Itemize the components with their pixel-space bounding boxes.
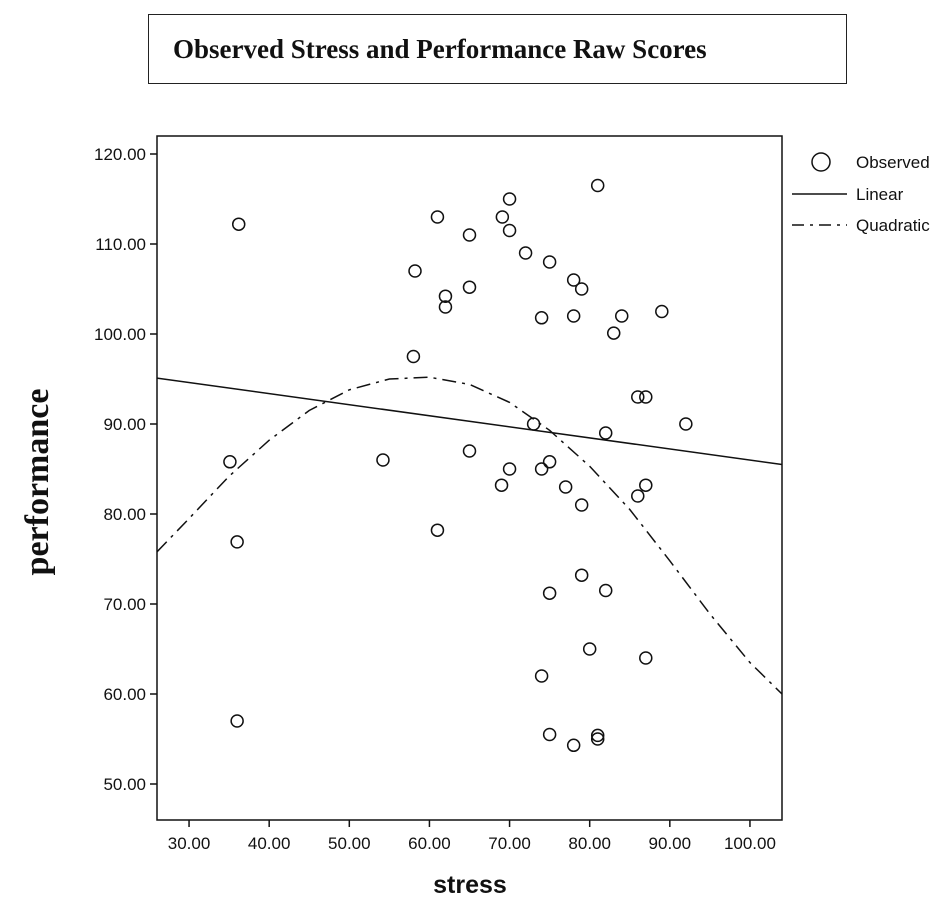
y-axis: 50.00 60.00 70.00 80.00 90.00 100.00 110.00 120… (94, 145, 157, 794)
y-tick-label: 50.00 (103, 775, 146, 794)
observed-point (590, 732, 605, 746)
observed-point (430, 523, 445, 537)
y-tick-label: 70.00 (103, 595, 146, 614)
observed-point (566, 273, 581, 287)
observed-point (631, 390, 645, 404)
plot-area (156, 135, 783, 821)
observed-point (495, 210, 510, 224)
y-tick-label: 100.00 (94, 325, 146, 344)
observed-point (462, 280, 477, 294)
observed-point (590, 728, 605, 743)
observed-point (526, 417, 541, 431)
y-tick-label: 60.00 (103, 685, 146, 704)
observed-point (462, 228, 477, 242)
observed-point (631, 489, 645, 503)
observed-point (534, 311, 549, 325)
y-tick-label: 90.00 (103, 415, 146, 434)
observed-point (574, 568, 589, 582)
observed-point (534, 669, 549, 683)
legend-quadratic-label: Quadratic (856, 216, 930, 235)
observed-point (566, 309, 581, 323)
observed-point (598, 426, 613, 440)
observed-point (230, 714, 244, 728)
observed-point (679, 417, 693, 431)
x-tick-label: 100.00 (724, 834, 776, 853)
y-tick-label: 120.00 (94, 145, 146, 164)
observed-point (502, 462, 517, 476)
observed-point (231, 217, 246, 231)
y-tick-label: 110.00 (95, 235, 146, 254)
x-tick-label: 60.00 (408, 834, 451, 853)
observed-point (408, 264, 422, 278)
observed-point (558, 480, 573, 494)
legend-observed-label: Observed (856, 153, 930, 172)
observed-point (223, 455, 237, 469)
observed-point (582, 642, 597, 656)
observed-point (590, 178, 605, 193)
quadratic-fit-line (156, 376, 783, 695)
observed-point (438, 289, 453, 303)
observed-point (574, 282, 589, 296)
y-axis-label: performance (19, 389, 56, 576)
observed-point (462, 444, 477, 458)
observed-point (542, 586, 557, 600)
observed-point (614, 309, 629, 323)
observed-point (502, 223, 517, 238)
observed-points (223, 178, 693, 753)
x-axis-label: stress (433, 871, 507, 897)
observed-point (639, 651, 653, 665)
observed-point (574, 498, 589, 512)
observed-point (430, 210, 445, 224)
observed-point (494, 478, 509, 492)
observed-point (502, 192, 517, 206)
observed-point (566, 738, 581, 753)
linear-fit-line (156, 377, 783, 466)
fit-lines (156, 376, 783, 695)
observed-point (518, 246, 533, 260)
x-tick-label: 80.00 (568, 834, 611, 853)
y-tick-label: 80.00 (103, 505, 146, 524)
x-tick-label: 30.00 (168, 834, 211, 853)
observed-point (438, 300, 453, 314)
x-tick-label: 50.00 (328, 834, 371, 853)
observed-point (542, 727, 557, 742)
observed-point (606, 326, 621, 340)
legend: Observed Linear Quadratic (792, 152, 930, 235)
observed-point (542, 455, 557, 469)
observed-point (542, 255, 557, 269)
observed-point (639, 390, 653, 404)
legend-linear-label: Linear (856, 185, 904, 204)
chart-title: Observed Stress and Performance Raw Scor… (148, 14, 847, 84)
observed-point (230, 535, 244, 549)
legend-observed-marker (811, 152, 831, 172)
observed-point (376, 453, 390, 467)
x-tick-label: 90.00 (649, 834, 692, 853)
x-axis: 30.00 40.00 50.00 60.00 70.00 80.00 90.00 100.0… (168, 820, 776, 853)
x-tick-label: 70.00 (488, 834, 531, 853)
observed-point (534, 462, 549, 476)
observed-point (598, 583, 613, 598)
observed-point (639, 478, 653, 492)
observed-point (406, 349, 421, 364)
x-tick-label: 40.00 (248, 834, 291, 853)
observed-point (655, 304, 669, 319)
